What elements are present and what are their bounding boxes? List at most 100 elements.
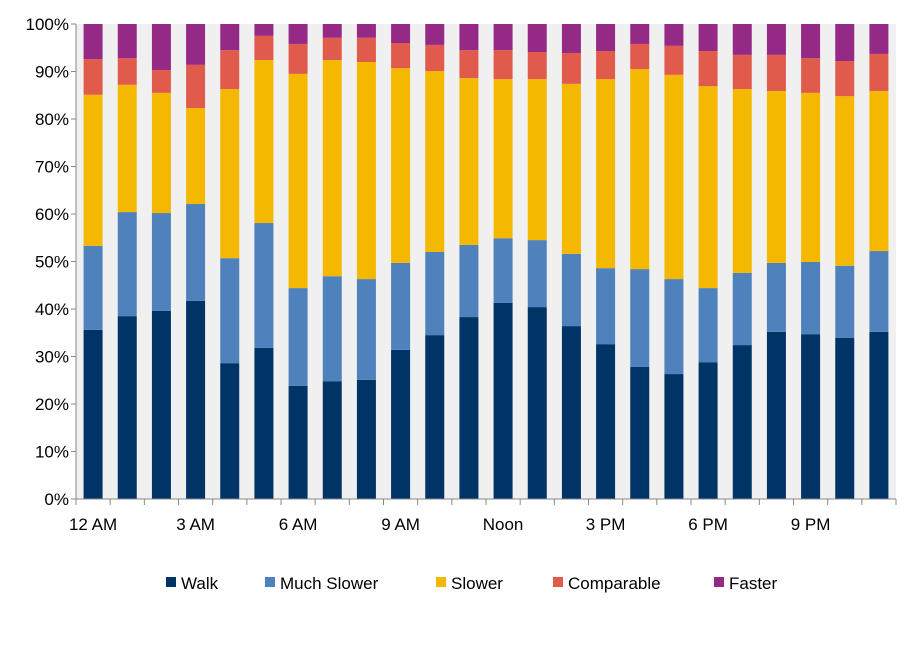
bar-segment-comparable <box>561 52 581 84</box>
y-tick-label: 70% <box>35 158 69 177</box>
y-tick-label: 20% <box>35 395 69 414</box>
bar-segment-faster <box>322 24 342 38</box>
bar-segment-comparable <box>493 50 513 80</box>
bar-segment-slower <box>801 92 821 262</box>
bar-segment-comparable <box>630 43 650 70</box>
bar-segment-walk <box>596 344 616 499</box>
bar-segment-faster <box>151 24 171 71</box>
bar-segment-faster <box>459 24 479 51</box>
bar-segment-faster <box>630 24 650 44</box>
x-tick-label: 3 AM <box>176 515 215 534</box>
bar-segment-much-slower <box>83 245 103 330</box>
legend-label: Walk <box>181 574 219 593</box>
bar-segment-faster <box>288 24 308 44</box>
bar-segment-faster <box>527 24 547 53</box>
y-tick-label: 10% <box>35 443 69 462</box>
bar-segment-slower <box>766 90 786 263</box>
legend-item: Walk <box>166 574 219 593</box>
legend-label: Slower <box>451 574 503 593</box>
bar-segment-much-slower <box>527 240 547 308</box>
legend-swatch <box>265 577 275 587</box>
legend-item: Slower <box>436 574 503 593</box>
bar-segment-comparable <box>151 70 171 93</box>
bar-segment-comparable <box>459 50 479 79</box>
bar-segment-walk <box>117 316 137 499</box>
bar-segment-faster <box>117 24 137 59</box>
bar-segment-comparable <box>83 59 103 95</box>
bar-segment-much-slower <box>630 269 650 367</box>
x-tick-label: Noon <box>483 515 524 534</box>
bar-segment-much-slower <box>322 276 342 382</box>
bar-segment-much-slower <box>459 244 479 318</box>
y-tick-label: 100% <box>26 15 69 34</box>
bar-segment-faster <box>869 24 889 54</box>
bar-segment-comparable <box>869 53 889 91</box>
bar-segment-comparable <box>698 51 718 87</box>
bar-segment-faster <box>254 24 274 36</box>
bar-segment-much-slower <box>186 204 206 301</box>
legend-swatch <box>166 577 176 587</box>
bar-segment-comparable <box>596 51 616 80</box>
y-tick-label: 80% <box>35 110 69 129</box>
bar-segment-comparable <box>391 43 411 69</box>
bar-segment-much-slower <box>766 262 786 332</box>
legend-item: Much Slower <box>265 574 379 593</box>
bar-segment-comparable <box>425 44 445 72</box>
bar-segment-walk <box>391 349 411 499</box>
bar-segment-comparable <box>732 54 752 90</box>
bar-segment-faster <box>186 24 206 65</box>
bar-segment-much-slower <box>869 251 889 332</box>
legend-swatch <box>714 577 724 587</box>
bar-segment-faster <box>664 24 684 46</box>
x-tick-label: 12 AM <box>69 515 117 534</box>
bar-segment-comparable <box>117 58 137 85</box>
bar-segment-slower <box>630 69 650 270</box>
bar-segment-slower <box>493 79 513 239</box>
bar-segment-much-slower <box>732 272 752 346</box>
bar-segment-much-slower <box>117 212 137 317</box>
bar-segment-slower <box>869 90 889 252</box>
bar-segment-walk <box>732 345 752 499</box>
bar-segment-slower <box>391 68 411 263</box>
bar-segment-faster <box>698 24 718 52</box>
bar-segment-faster <box>766 24 786 55</box>
bar-segment-slower <box>459 78 479 245</box>
bar-segment-comparable <box>220 50 240 90</box>
y-tick-label: 30% <box>35 348 69 367</box>
legend-item: Faster <box>714 574 778 593</box>
bar-segment-comparable <box>186 64 206 109</box>
bar-segment-faster <box>732 24 752 55</box>
bar-segment-much-slower <box>698 288 718 363</box>
bar-segment-slower <box>220 89 240 259</box>
bar-segment-walk <box>254 347 274 499</box>
bar-segment-comparable <box>322 37 342 61</box>
bar-segment-much-slower <box>561 253 581 327</box>
bar-segment-faster <box>425 24 445 45</box>
bar-segment-slower <box>664 74 684 280</box>
plot-background <box>76 24 896 499</box>
bar-segment-much-slower <box>391 262 411 350</box>
bar-segment-slower <box>186 108 206 205</box>
bar-segment-slower <box>322 60 342 277</box>
bar-segment-faster <box>561 24 581 53</box>
bar-segment-comparable <box>664 45 684 75</box>
bar-segment-much-slower <box>664 279 684 375</box>
bar-segment-comparable <box>801 58 821 93</box>
legend-label: Much Slower <box>280 574 379 593</box>
x-tick-label: 9 AM <box>381 515 420 534</box>
bar-segment-comparable <box>288 43 308 74</box>
bar-segment-walk <box>664 374 684 499</box>
bar-segment-walk <box>766 331 786 499</box>
bar-segment-walk <box>288 385 308 499</box>
bar-segment-slower <box>835 96 855 266</box>
bar-segment-much-slower <box>288 288 308 386</box>
y-tick-label: 40% <box>35 300 69 319</box>
bar-segment-much-slower <box>151 213 171 311</box>
bar-segment-much-slower <box>356 279 376 380</box>
y-tick-label: 60% <box>35 205 69 224</box>
bar-segment-slower <box>117 84 137 213</box>
bar-segment-slower <box>356 62 376 280</box>
bar-segment-slower <box>254 60 274 224</box>
bar-segment-walk <box>83 329 103 499</box>
legend-swatch <box>553 577 563 587</box>
